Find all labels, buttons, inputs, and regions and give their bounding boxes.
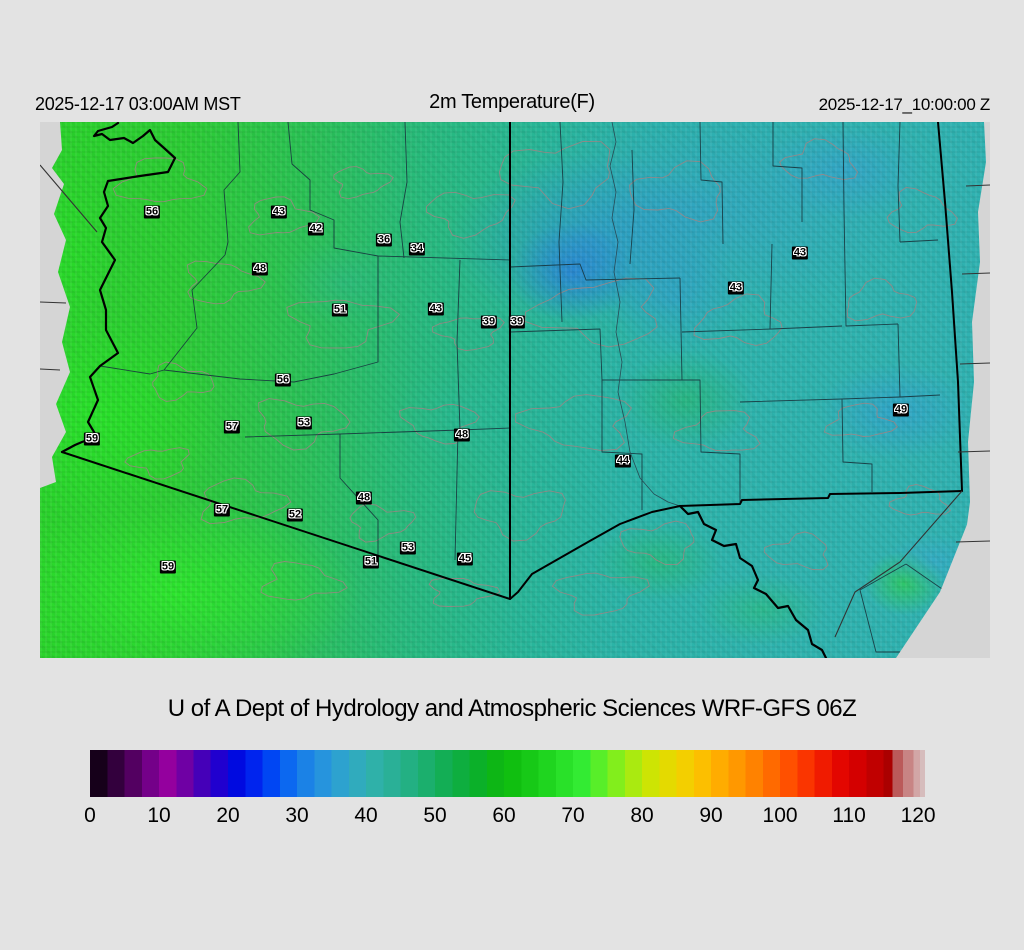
outside-domain-west [40,122,70,488]
temp-label: 34 [408,242,426,256]
temp-label: 48 [355,491,373,505]
temp-label: 42 [307,222,325,236]
temp-label: 57 [223,420,241,434]
temp-label: 36 [375,233,393,247]
temp-labels: 56 43 42 36 34 48 51 43 39 39 43 43 56 57 53 59 48 44 49 57… [40,122,990,658]
colorbar-tick: 70 [561,804,585,827]
colorbar-tick: 0 [84,804,96,827]
nevada-border [40,164,98,233]
outside-domain-east [958,122,990,658]
outside-domain-southeast [896,517,990,658]
neighbor-state-lines [40,164,990,638]
temp-label: 56 [143,205,161,219]
temp-label: 56 [274,373,292,387]
raster-texture [40,122,990,658]
temp-label: 59 [83,432,101,446]
temp-label: 51 [331,303,349,317]
temp-label: 39 [508,315,526,329]
temperature-colorbar [90,750,925,797]
temp-label: 53 [295,416,313,430]
valid-time-local: 2025-12-17 03:00AM MST [35,94,241,114]
el-paso-county-line [834,490,963,638]
colorbar-tick: 90 [699,804,723,827]
nm-tx-border [937,122,963,492]
temp-label: 52 [286,508,304,522]
colorbar-tick-labels: 0 10 20 30 40 50 60 70 80 90 100 110 120 [84,804,935,830]
map-overlay [40,122,990,658]
temp-label: 43 [427,302,445,316]
county-borders [99,122,959,653]
colorado-river-border [60,122,177,454]
colorbar-tick: 110 [832,804,866,827]
us-mexico-border [61,451,963,600]
colorbar-tick: 20 [216,804,240,827]
state-borders [60,122,963,658]
temp-label: 53 [399,541,417,555]
colorbar-tick: 100 [762,804,798,827]
temp-label: 45 [456,552,474,566]
temp-label: 43 [270,205,288,219]
colorbar-tick: 80 [630,804,654,827]
temp-label: 43 [791,246,809,260]
credit-caption: U of A Dept of Hydrology and Atmospheric… [167,695,857,722]
colorbar-tick: 40 [354,804,378,827]
temp-label: 57 [213,503,231,517]
temp-label: 43 [727,281,745,295]
temp-label: 48 [453,428,471,442]
temp-label: 39 [480,315,498,329]
valid-time-utc: 2025-12-17_10:00:00 Z [818,95,991,114]
outside-domain [40,122,990,658]
temp-label: 44 [614,454,632,468]
temp-label: 59 [159,560,177,574]
temp-label: 51 [362,555,380,569]
temp-label: 48 [251,262,269,276]
contour-lines [112,138,958,616]
colorbar-tick: 60 [492,804,516,827]
temperature-field [40,122,990,658]
colorbar-tick: 50 [423,804,447,827]
colorbar-tick: 120 [900,804,936,827]
temp-label: 49 [892,403,910,417]
colorbar-tick: 30 [285,804,309,827]
rio-grande-border [678,504,828,658]
temperature-map: 56 43 42 36 34 48 51 43 39 39 43 43 56 57 53 59 48 44 49 57… [40,122,990,658]
colorbar-tick: 10 [147,804,171,827]
plot-title: 2m Temperature(F) [429,91,595,113]
